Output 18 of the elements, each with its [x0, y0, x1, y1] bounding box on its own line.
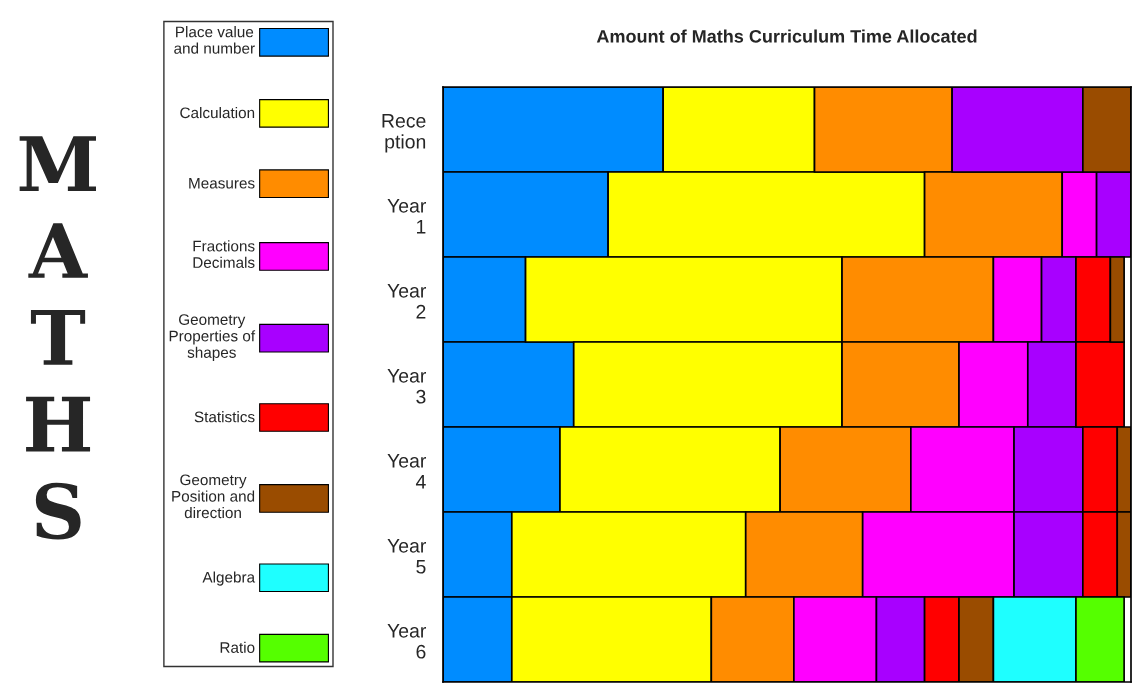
y-tick-label: Year 6 — [387, 624, 427, 659]
text: MATHS — [19, 136, 96, 540]
y-tick-label: Year 2 — [387, 284, 427, 319]
legend-label: Ratio — [220, 641, 255, 653]
legend-label: Geometry Properties of shapes — [169, 314, 256, 361]
legend-label: Statistics — [194, 411, 255, 423]
legend-label: Geometry Position and direction — [172, 474, 255, 519]
legend-label: Fractions Decimals — [193, 240, 255, 268]
y-tick-label: Year 1 — [387, 199, 427, 234]
chart-title: Amount of Maths Curriculum Time Allocated — [596, 29, 977, 43]
legend-label: Measures — [189, 177, 255, 189]
y-tick-label: Rece ption — [382, 114, 426, 153]
y-tick-label: Year 3 — [387, 369, 427, 404]
y-tick-label: Year 4 — [387, 454, 427, 489]
y-tick-label: Year 5 — [387, 539, 427, 574]
legend-label: Algebra — [202, 571, 256, 586]
legend-label: Calculation — [180, 106, 255, 119]
legend-label: Place value and number — [174, 26, 255, 54]
